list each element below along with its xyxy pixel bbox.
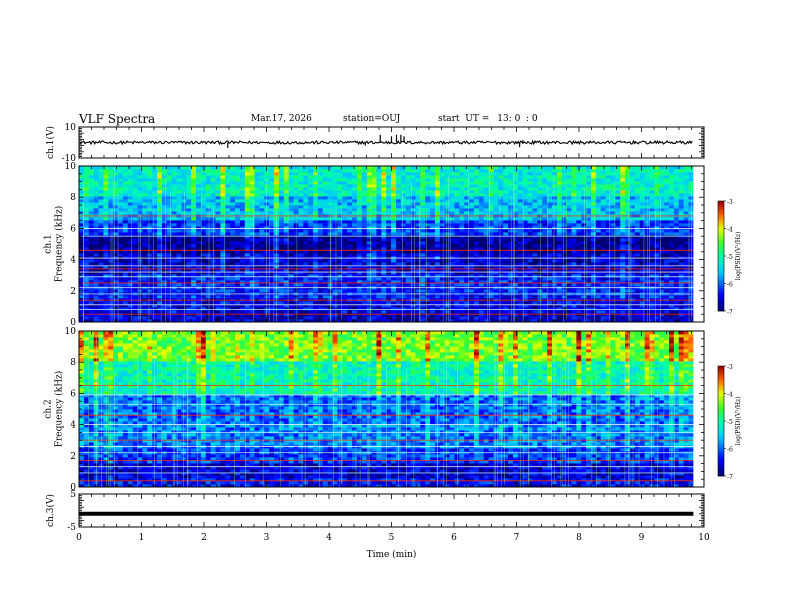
start-time-group: start UT = 13: 0 : 0 — [438, 114, 538, 124]
y-ticks — [79, 330, 704, 488]
y-tick-label: 8 — [70, 358, 76, 368]
colorbar-tick-label: -7 — [727, 309, 733, 316]
y-axis-label-line: ch.2 — [44, 399, 54, 418]
x-tick-label: 1 — [139, 533, 145, 543]
y-tick-label: 4 — [70, 421, 76, 431]
ch1-spectrogram-blank — [693, 166, 704, 322]
colorbar-tick-label: -6 — [727, 282, 733, 289]
colorbar-tick-label: -3 — [727, 199, 733, 206]
colorbar-2: -3 -4 -5 -6 -7 — [717, 364, 733, 481]
y-axis-label: ch.1(V) — [45, 126, 56, 159]
y-tick-label: 0 — [70, 483, 76, 493]
y-axis-label-line: Frequency (kHz) — [54, 371, 65, 448]
y-tick-label: 10 — [65, 327, 77, 337]
colorbar-tick-label: -5 — [727, 419, 733, 426]
y-axis-label-line: Frequency (kHz) — [54, 206, 65, 283]
x-axis-label: Time (min) — [367, 549, 417, 560]
y-tick-label: 10 — [65, 162, 77, 172]
colorbar-tick-label: -4 — [727, 227, 733, 234]
colorbar-tick-label: -5 — [727, 254, 733, 261]
ch2-spectrogram-streaks — [88, 331, 675, 487]
y-tick-label: 4 — [70, 256, 76, 266]
start-time-value: 13: 0 : 0 — [497, 114, 538, 124]
station-label: station=OUJ — [343, 114, 401, 124]
x-tick-label: 5 — [389, 533, 395, 543]
x-tick-label: 0 — [76, 533, 82, 543]
y-tick-label: -5 — [67, 523, 76, 533]
x-tick-label: 7 — [514, 533, 520, 543]
colorbar-label-text: log(PSD)(V²/Hz) — [735, 397, 742, 446]
chart-title: VLF Spectra — [79, 112, 156, 126]
ch1-spectrogram-cells — [79, 166, 694, 323]
x-tick-label: 6 — [451, 533, 457, 543]
colorbar-tick-label: -7 — [727, 474, 733, 481]
y-tick-label: 2 — [70, 287, 76, 297]
y-ticks — [79, 493, 704, 528]
x-tick-label: 8 — [576, 533, 582, 543]
y-tick-label: 8 — [70, 193, 76, 203]
colorbar-1: -3 -4 -5 -6 -7 — [717, 199, 733, 316]
y-axis-label: ch.3(V) — [45, 494, 56, 527]
y-ticks — [79, 126, 704, 159]
ch2-spectrogram-cells — [79, 331, 694, 488]
date-label: Mar.17, 2026 — [251, 114, 312, 124]
x-tick-label: 9 — [639, 533, 645, 543]
colorbar-tick-label: -4 — [727, 392, 733, 399]
x-tick-label: 2 — [201, 533, 207, 543]
y-ticks — [79, 165, 704, 323]
x-ticks — [78, 494, 705, 527]
colorbar-tick-label: -3 — [727, 364, 733, 371]
colorbar-label: log(PSD)(V²/Hz) — [735, 232, 742, 281]
colorbar-label: log(PSD)(V²/Hz) — [735, 397, 742, 446]
ch2-spectrogram-blank — [693, 331, 704, 487]
x-ticks — [78, 166, 705, 322]
x-ticks — [78, 127, 705, 158]
x-tick-label: 4 — [326, 533, 332, 543]
y-axis-label: ch.2 Frequency (kHz) — [44, 371, 65, 448]
x-tick-label: 3 — [264, 533, 270, 543]
y-tick-label: 2 — [70, 452, 76, 462]
x-ticks — [78, 331, 705, 487]
y-axis-label: ch.1 Frequency (kHz) — [44, 206, 65, 283]
colorbar-label-text: log(PSD)(V²/Hz) — [735, 232, 742, 281]
start-label: start UT = — [438, 114, 490, 124]
colorbar-tick-label: -6 — [727, 447, 733, 454]
y-axis-label-line: ch.3(V) — [45, 494, 56, 527]
y-tick-label: 6 — [70, 389, 76, 399]
y-tick-label: 10 — [65, 123, 77, 133]
y-tick-label: 0 — [70, 318, 76, 328]
x-tick-label: 10 — [698, 533, 710, 543]
y-tick-label: -10 — [62, 154, 77, 164]
y-tick-label: 5 — [70, 490, 76, 500]
y-axis-label-line: ch.1 — [44, 234, 54, 253]
y-axis-label-line: ch.1(V) — [45, 126, 56, 159]
ch1-waveform-line — [79, 139, 693, 146]
ch1-spectrogram-lines — [79, 215, 694, 315]
y-tick-label: 6 — [70, 224, 76, 234]
